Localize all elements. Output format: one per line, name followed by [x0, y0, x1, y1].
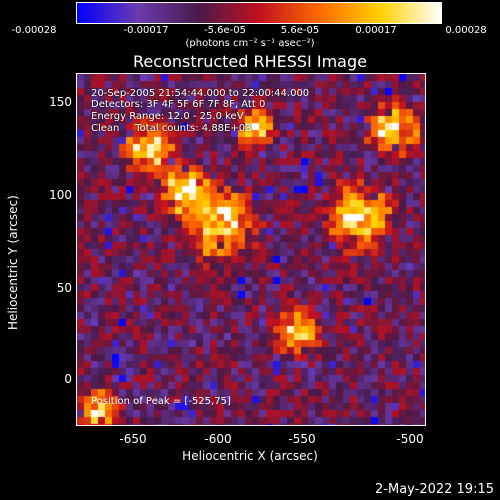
- x-axis-label: Heliocentric X (arcsec): [182, 449, 318, 463]
- y-tick-label: 0: [64, 372, 72, 386]
- info-detectors: Detectors: 3F 4F 5F 6F 7F 8F, Att 0: [91, 99, 266, 110]
- info-clean-counts: Clean Total counts: 4.88E+03: [91, 123, 252, 134]
- heatmap-image: [77, 74, 425, 425]
- colorbar-units: (photons cm⁻² s⁻¹ asec⁻²): [185, 38, 315, 49]
- colorbar-tick: 5.6e-05: [280, 25, 320, 36]
- y-tick-label: 100: [49, 188, 72, 202]
- plot-title: Reconstructed RHESSI Image: [133, 52, 367, 71]
- colorbar-tick: -5.6e-05: [204, 25, 246, 36]
- colorbar-tick: 0.00017: [355, 25, 397, 36]
- y-tick-label: 150: [49, 95, 72, 109]
- x-tick-label: -550: [288, 432, 316, 446]
- info-energy-range: Energy Range: 12.0 - 25.0 keV: [91, 111, 244, 122]
- x-tick-label: -650: [119, 432, 147, 446]
- y-tick-label: 50: [56, 281, 72, 295]
- x-tick-label: -600: [204, 432, 232, 446]
- image-plot: 20-Sep-2005 21:54:44.000 to 22:00:44.000…: [76, 73, 426, 426]
- colorbar-tick: 0.00028: [445, 25, 487, 36]
- colorbar-tick: -0.00028: [11, 25, 57, 36]
- x-tick-label: -500: [396, 432, 424, 446]
- info-time-range: 20-Sep-2005 21:54:44.000 to 22:00:44.000: [91, 88, 310, 99]
- peak-position: Position of Peak = [-525,75]: [91, 396, 231, 407]
- plot-timestamp: 2-May-2022 19:15: [375, 482, 494, 497]
- colorbar: [76, 2, 442, 24]
- y-axis-label: Heliocentric Y (arcsec): [6, 195, 20, 330]
- colorbar-tick: -0.00017: [123, 25, 169, 36]
